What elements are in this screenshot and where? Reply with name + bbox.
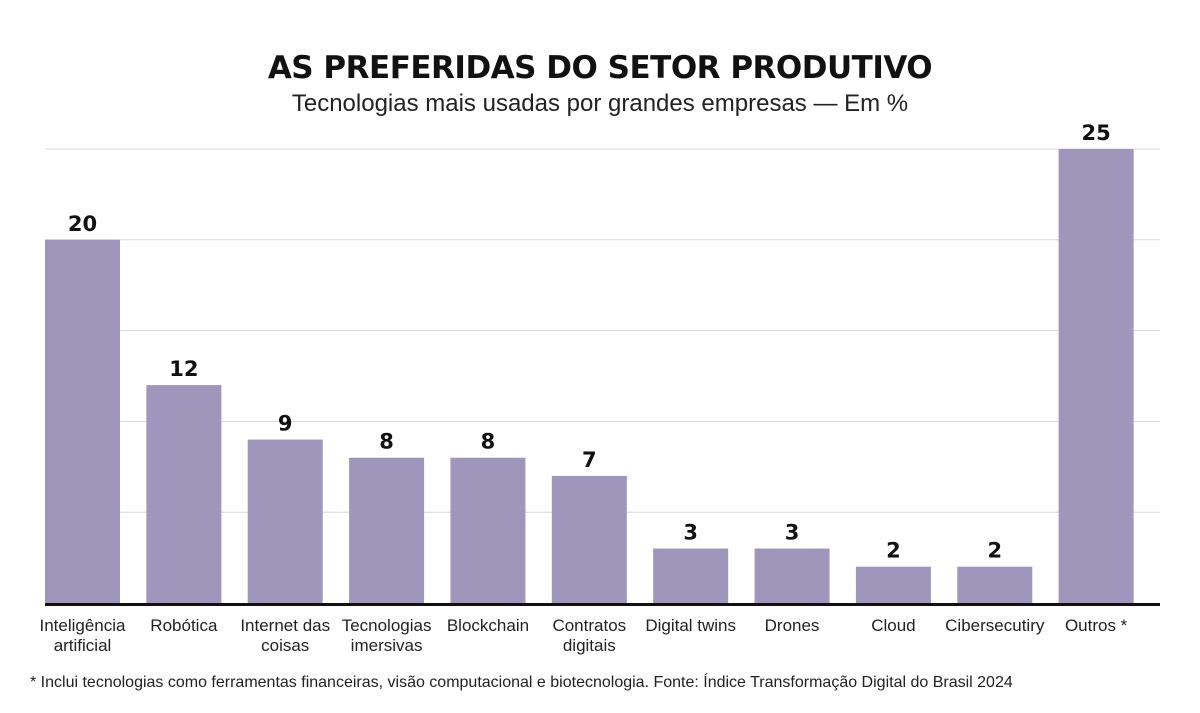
bar [653, 548, 729, 603]
value-label: 25 [1082, 121, 1111, 145]
value-label: 20 [68, 212, 97, 236]
value-label: 2 [886, 539, 901, 563]
footnote: * Inclui tecnologias como ferramentas fi… [30, 674, 1013, 691]
chart-title: AS PREFERIDAS DO SETOR PRODUTIVO [267, 50, 933, 86]
value-label: 8 [379, 430, 394, 454]
value-label: 3 [785, 521, 800, 545]
category-label: Robótica [150, 616, 218, 635]
value-label: 2 [987, 539, 1002, 563]
bars [45, 149, 1134, 604]
category-label: Cibersecutiry [945, 616, 1045, 635]
bar [551, 475, 627, 603]
value-label: 9 [278, 412, 293, 436]
category-label: Inteligência artificial [39, 616, 126, 655]
value-label: 8 [481, 430, 496, 454]
category-label: Contratos digitais [552, 616, 627, 655]
bar [957, 566, 1033, 603]
bar [45, 239, 120, 604]
value-label: 12 [169, 357, 198, 381]
value-label: 3 [683, 521, 698, 545]
category-label: Internet das coisas [240, 616, 331, 655]
bar [1058, 149, 1134, 603]
bar [247, 439, 323, 603]
bar [855, 566, 931, 603]
category-label: Blockchain [446, 616, 530, 635]
bar [450, 457, 526, 603]
chart-subtitle: Tecnologias mais usadas por grandes empr… [291, 90, 909, 117]
category-label: Digital twins [645, 616, 737, 635]
category-label: Drones [764, 616, 820, 635]
category-label: Tecnologias imersivas [341, 616, 432, 655]
category-label: Cloud [871, 616, 916, 635]
bar [349, 457, 425, 603]
category-label: Outros * [1064, 616, 1128, 635]
value-label: 7 [582, 448, 597, 472]
bar [146, 385, 222, 603]
value-labels: 20 12 9 8 8 7 3 3 2 2 25 [68, 121, 1111, 563]
bar [754, 548, 830, 603]
